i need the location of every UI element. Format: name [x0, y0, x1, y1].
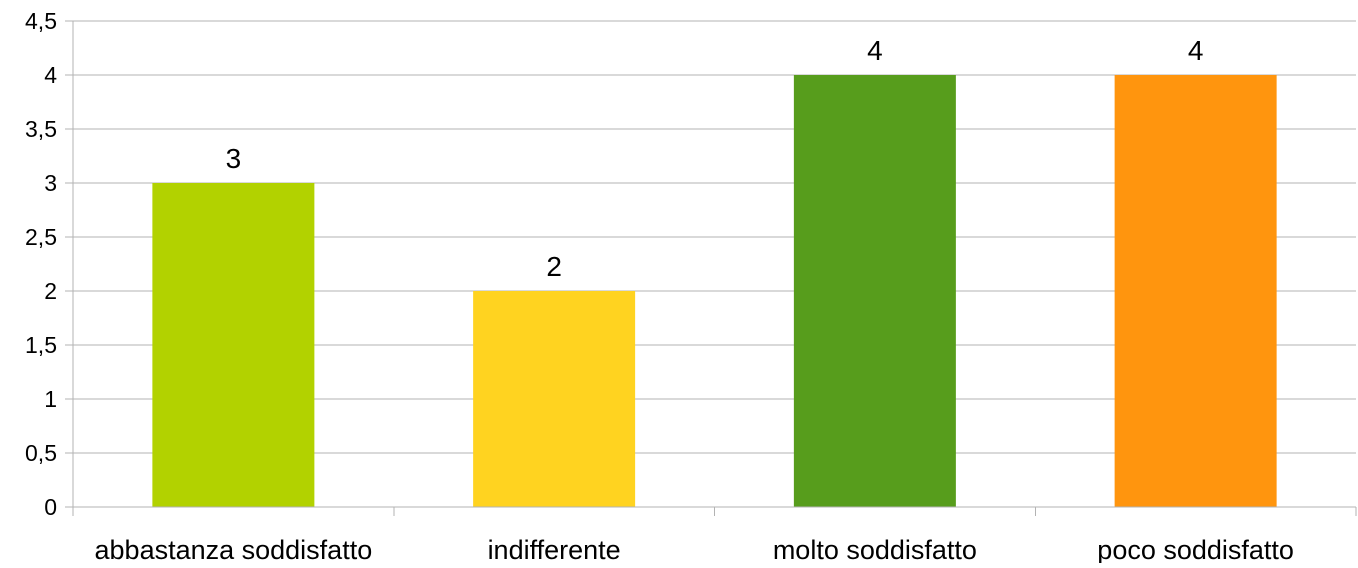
data-label: 2: [546, 251, 562, 282]
y-tick-label: 4: [44, 62, 57, 88]
y-tick-label: 2,5: [25, 224, 57, 250]
y-tick-label: 2: [44, 278, 57, 304]
bar-1: [473, 291, 636, 507]
data-label: 4: [1188, 35, 1204, 66]
y-tick-label: 3: [44, 170, 57, 196]
labels: 0 0,5 1 1,5 2 2,5 3 3,5 4 4,5 3 abbastanza soddisfa…: [25, 8, 1294, 565]
x-tick-label: poco soddisfatto: [1097, 535, 1294, 563]
axes: [72, 21, 1357, 516]
x-tick-label: abbastanza soddisfatto: [95, 535, 373, 563]
bars: [152, 75, 1277, 507]
y-tick-label: 4,5: [25, 8, 57, 34]
y-tick-label: 0,5: [25, 440, 57, 466]
bar-2: [793, 75, 956, 507]
x-tick-label: molto soddisfatto: [773, 535, 977, 563]
bar-0: [152, 183, 315, 507]
y-tick-label: 1: [44, 386, 57, 412]
data-label: 3: [226, 143, 242, 174]
y-tick-label: 3,5: [25, 116, 57, 142]
y-tick-label: 1,5: [25, 332, 57, 358]
y-tick-label: 0: [44, 494, 57, 520]
data-label: 4: [867, 35, 883, 66]
x-tick-label: indifferente: [488, 535, 621, 563]
bar-3: [1114, 75, 1277, 507]
